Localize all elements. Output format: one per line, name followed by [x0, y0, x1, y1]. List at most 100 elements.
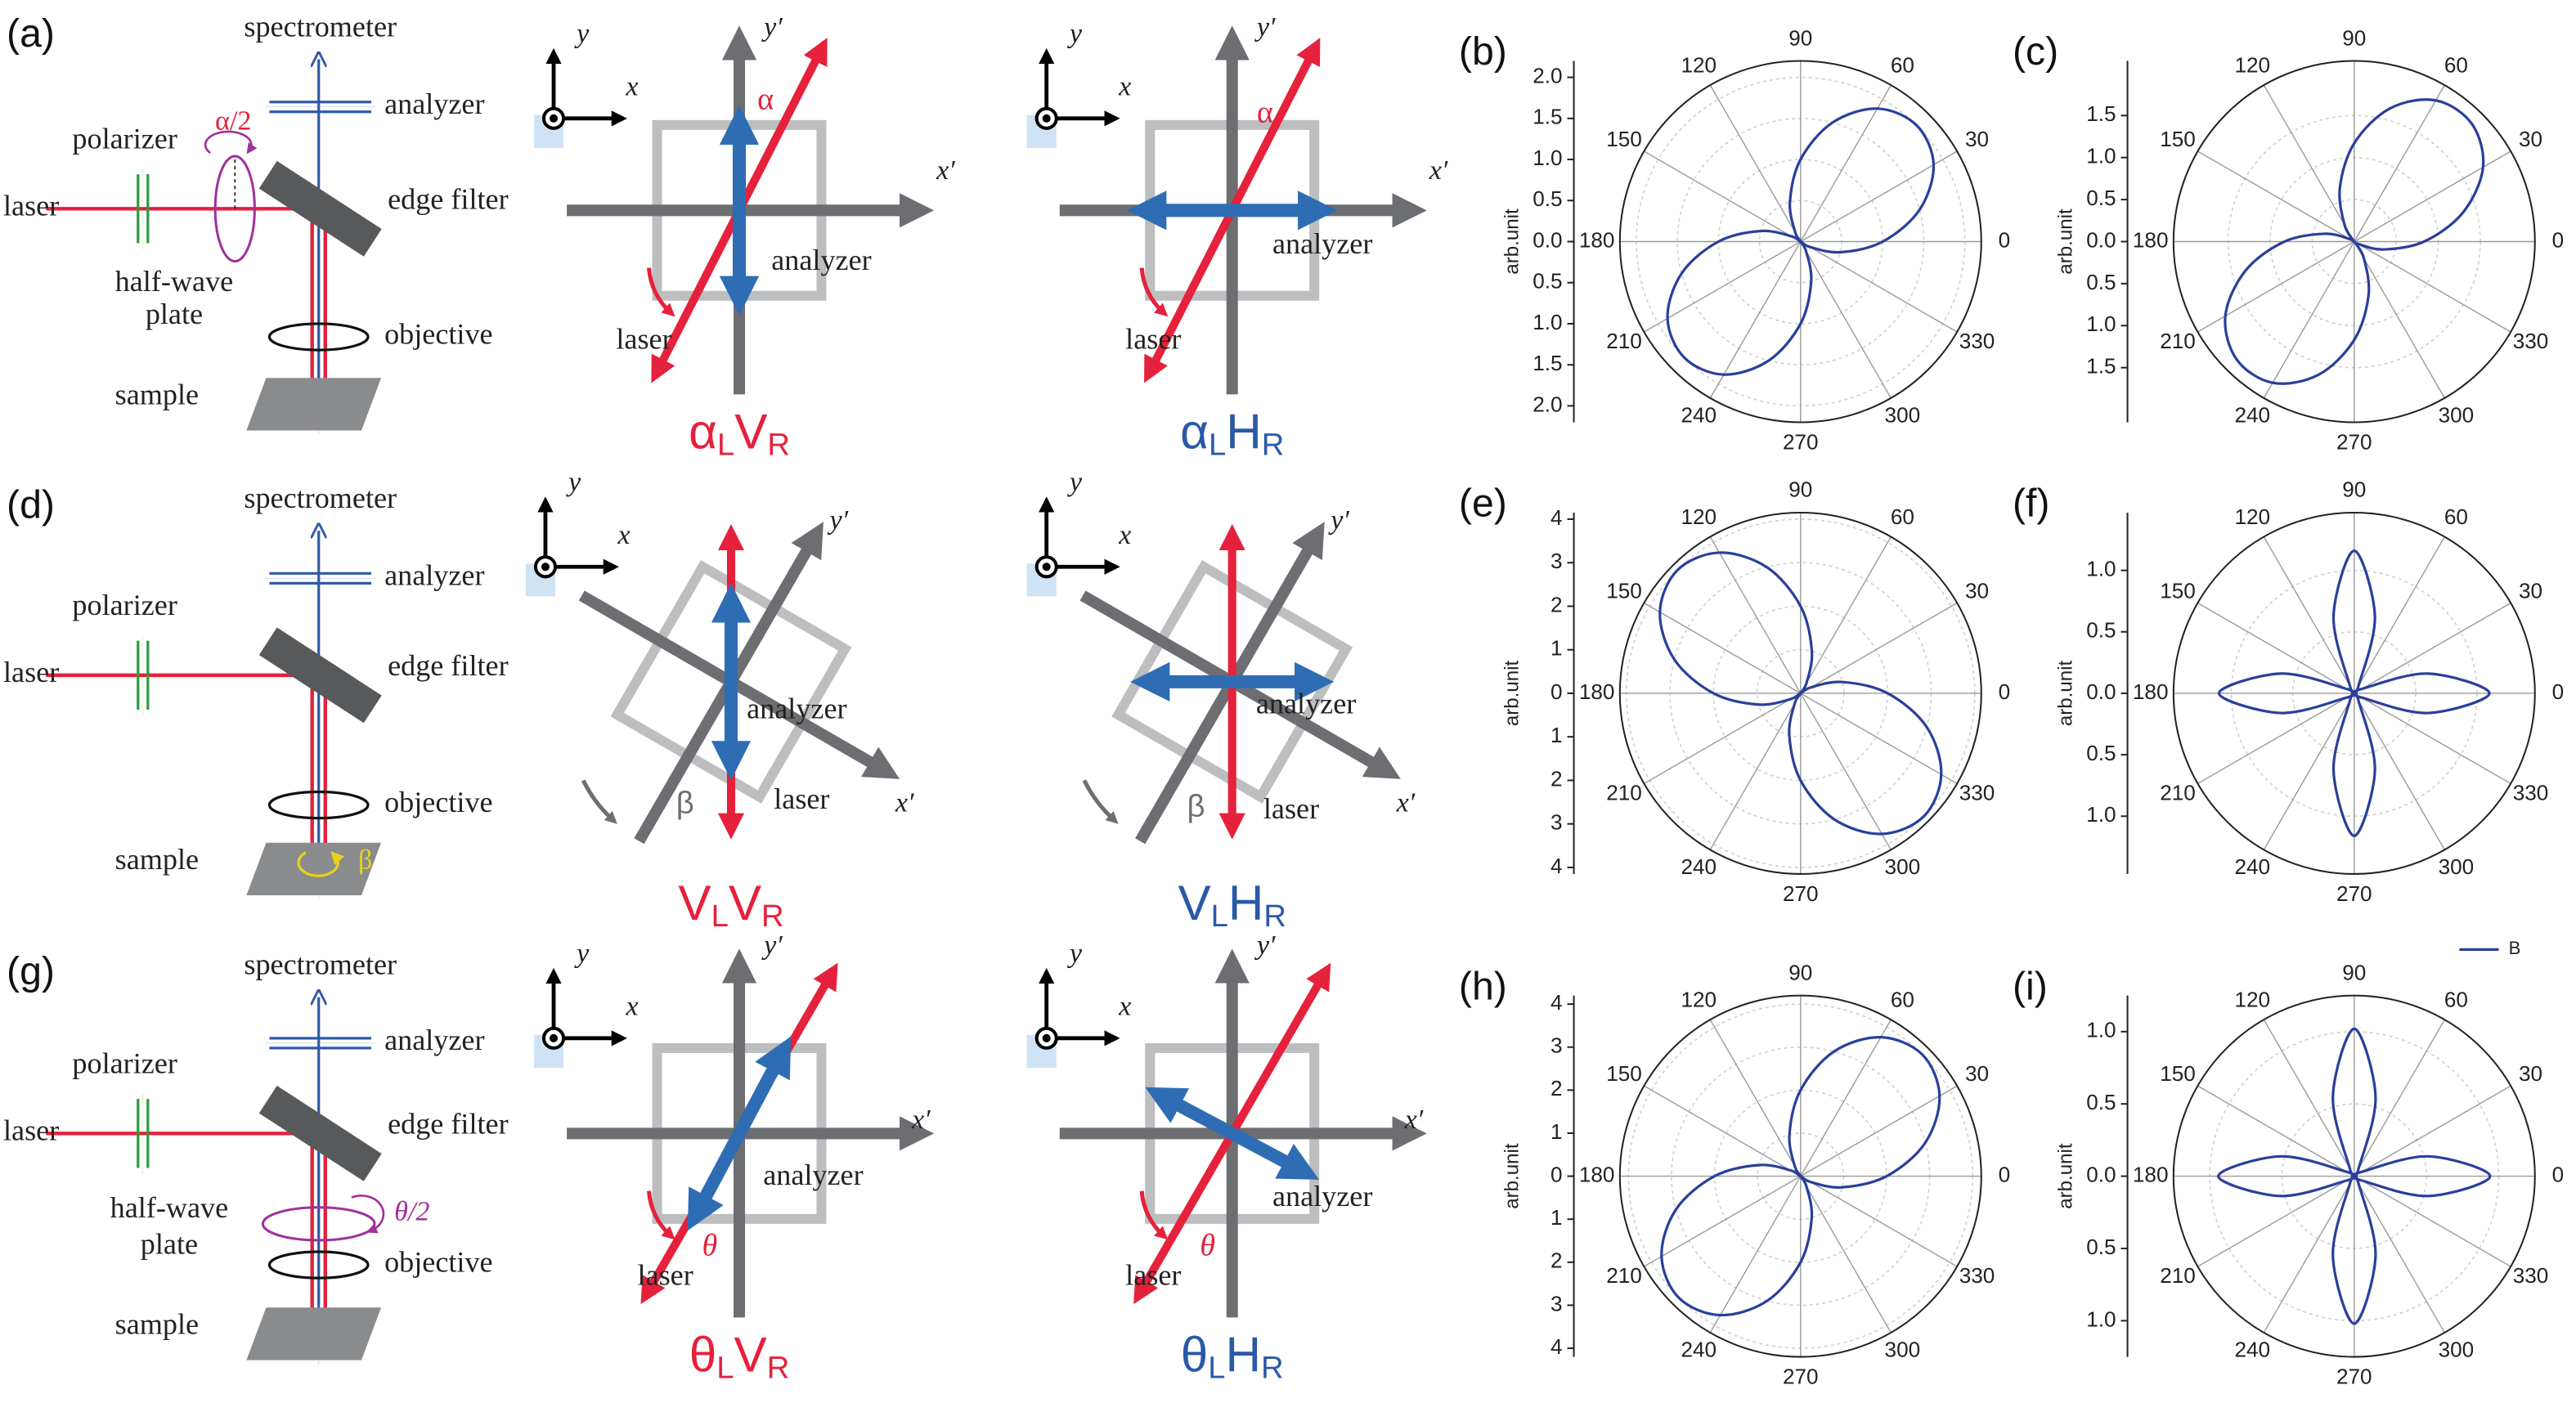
radial-tick-label: 2	[1551, 1248, 1563, 1273]
angle-tick-label: 300	[1885, 854, 1921, 879]
y-axis-label: arb.unit	[1501, 660, 1524, 726]
rotation-arrow	[647, 267, 675, 317]
radial-tick-label: 1.0	[2086, 144, 2116, 168]
radial-tick-label: 1.0	[2086, 802, 2116, 827]
polarizer	[137, 174, 150, 244]
grid-spoke	[1800, 536, 1892, 694]
lab-z-dot	[549, 1033, 559, 1042]
grid-spoke	[2197, 602, 2355, 694]
analyzer-label: analyzer	[1256, 687, 1356, 719]
caption-part: θ	[689, 1326, 717, 1382]
polar-chart: (b) 0 30 60 90 120 150 180 210 240 270 300 330 0.0 0.5…	[1459, 25, 2010, 454]
polar-curve	[2224, 98, 2485, 385]
rotation-arrow	[204, 130, 258, 155]
y-axis-label: arb.unit	[2055, 208, 2077, 275]
radial-tick-label: 4	[1551, 990, 1563, 1015]
axis-label: y′	[828, 505, 849, 536]
grid-spoke	[2263, 241, 2355, 399]
rotation-arrow	[581, 779, 617, 824]
radial-tick-label: 3	[1551, 810, 1563, 835]
polar-curve	[1658, 551, 1943, 836]
analyzer-label: analyzer	[771, 244, 871, 276]
y-axis-label: arb.unit	[2055, 660, 2077, 726]
polar-curve	[2217, 549, 2491, 837]
angle-tick-label: 150	[1606, 578, 1642, 603]
y-axis-label: arb.unit	[1501, 208, 1524, 275]
polar-frame	[2172, 994, 2536, 1358]
radial-tick-label: 0.5	[2086, 186, 2116, 210]
angle-tick-label: 60	[1891, 504, 1914, 529]
angle-tick-label: 240	[1681, 402, 1717, 427]
caption-part: L	[716, 1351, 734, 1386]
grid-spoke	[1800, 84, 1892, 242]
analyzer-polarization	[687, 1036, 792, 1231]
axis-label: y′	[1254, 930, 1276, 961]
angle-tick-label: 300	[2439, 402, 2475, 427]
angle-tick-label: 120	[1681, 52, 1717, 77]
radial-tick-label: 0.0	[2086, 227, 2116, 252]
angle-tick-label: 60	[2444, 504, 2468, 529]
caption-part: L	[1211, 899, 1228, 934]
caption-part: L	[711, 899, 729, 934]
grid-spoke	[2354, 1176, 2445, 1334]
sample-label: sample	[115, 1308, 199, 1341]
angle-tick-label: 270	[2336, 1365, 2372, 1389]
objective-label: objective	[384, 317, 493, 350]
axis-label: x′	[895, 787, 914, 818]
angle-tick-label: 240	[1681, 854, 1717, 879]
angle-tick-label: 30	[2519, 578, 2542, 603]
half-wave-plate	[213, 155, 256, 263]
waveplate-label: plate	[146, 298, 203, 330]
scheme-caption: θLHR	[1181, 1326, 1284, 1385]
angle-tick-label: 30	[1965, 127, 1989, 151]
radial-tick-label: 4	[1551, 1334, 1563, 1359]
grid-spoke	[2354, 84, 2445, 242]
axis-label: x	[625, 72, 638, 102]
rotation-arrow	[1082, 779, 1119, 824]
setup: (d) spectrometer analyzer edge filter polari…	[3, 482, 509, 899]
angle-tick-label: 210	[1606, 780, 1642, 805]
angle-tick-label: 60	[1891, 987, 1914, 1011]
angle-tick-label: 90	[1788, 25, 1812, 50]
angle-tick-label: 330	[2513, 329, 2549, 353]
edge-filter-label: edge filter	[388, 1108, 509, 1141]
angle-tick-label: 270	[2336, 429, 2372, 454]
angle-tick-label: 210	[1606, 329, 1642, 353]
polarizer	[137, 640, 150, 710]
polar-curve	[1660, 1036, 1941, 1317]
scheme-caption: αLHR	[1180, 403, 1284, 462]
laser-label: laser	[637, 1258, 693, 1291]
grid-spoke	[2263, 693, 2355, 850]
analyzer-label: analyzer	[1272, 227, 1372, 260]
analyzer-symbol	[269, 101, 372, 114]
grid-spoke	[2354, 1175, 2511, 1267]
angle-tick-label: 90	[1788, 960, 1812, 984]
caption-part: R	[767, 1351, 790, 1386]
radial-tick-label: 0.5	[2086, 618, 2116, 643]
grid-spoke	[1709, 536, 1802, 694]
waveplate-label: half-wave	[110, 1191, 229, 1224]
angle-tick-label: 0	[1999, 679, 2011, 704]
setup: (g) spectrometer analyzer edge filter polari…	[3, 948, 509, 1364]
waveplate-label: plate	[141, 1227, 198, 1260]
panel-label: (e)	[1459, 482, 1507, 526]
polarizer-label: polarizer	[72, 1047, 177, 1079]
radial-tick-label: 0.5	[2086, 741, 2116, 765]
radial-tick-label: 1.5	[2086, 101, 2116, 126]
caption-part: V	[734, 1326, 767, 1382]
axis-label: y	[566, 468, 581, 498]
caption-part: V	[678, 875, 711, 930]
radial-tick-label: 1.5	[1533, 351, 1562, 375]
angle-label: θ	[702, 1229, 717, 1263]
angle-tick-label: 180	[1579, 227, 1615, 252]
radial-tick-label: 0.0	[2086, 1162, 2116, 1186]
waveplate-label: half-wave	[115, 265, 234, 298]
panel-label: (h)	[1459, 964, 1507, 1008]
axis-label: y′	[761, 12, 783, 43]
laser-label: laser	[774, 782, 829, 815]
